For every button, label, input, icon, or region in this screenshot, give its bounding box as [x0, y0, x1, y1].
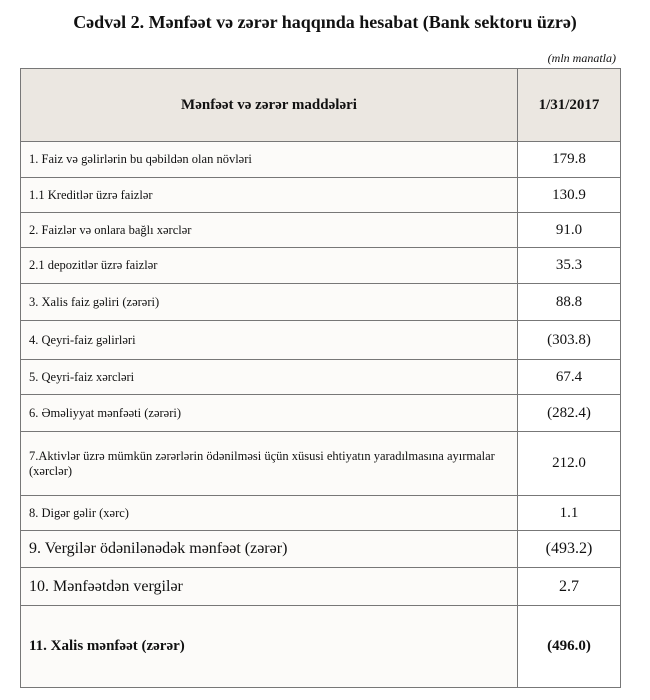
item-cell: 2. Faizlər və onlara bağlı xərclər: [20, 212, 518, 248]
item-cell: 11. Xalis mənfəət (zərər): [20, 605, 518, 688]
item-cell: 6. Əməliyyat mənfəəti (zərəri): [20, 394, 518, 432]
table-row: 7.Aktivlər üzrə mümkün zərərlərin ödənil…: [20, 431, 621, 496]
value-cell: 91.0: [517, 212, 621, 248]
value-cell: 2.7: [517, 567, 621, 606]
table-row: 9. Vergilər ödənilənədək mənfəət (zərər)…: [20, 530, 621, 568]
value-cell: 179.8: [517, 141, 621, 178]
report-table: Mənfəət və zərər maddələri 1/31/2017 1. …: [20, 68, 621, 688]
item-cell: 4. Qeyri-faiz gəlirləri: [20, 320, 518, 360]
table-row: 2.1 depozitlər üzrə faizlər 35.3: [20, 247, 621, 284]
item-cell: 5. Qeyri-faiz xərcləri: [20, 359, 518, 395]
value-cell: 130.9: [517, 177, 621, 213]
value-cell: 1.1: [517, 495, 621, 531]
value-cell: 88.8: [517, 283, 621, 321]
value-cell: (303.8): [517, 320, 621, 360]
unit-note: (mln manatla): [547, 51, 616, 65]
item-cell: 1. Faiz və gəlirlərin bu qəbildən olan n…: [20, 141, 518, 178]
table-row: 1.1 Kreditlər üzrə faizlər 130.9: [20, 177, 621, 213]
table-row: 10. Mənfəətdən vergilər 2.7: [20, 567, 621, 606]
table-row: 1. Faiz və gəlirlərin bu qəbildən olan n…: [20, 141, 621, 178]
value-cell: 212.0: [517, 431, 621, 496]
header-cell: 1/31/2017: [517, 68, 621, 142]
title: Cədvəl 2. Mənfəət və zərər haqqında hesa…: [73, 12, 577, 32]
table-row: 4. Qeyri-faiz gəlirləri (303.8): [20, 320, 621, 360]
header-cell: Mənfəət və zərər maddələri: [20, 68, 518, 142]
header-row: Mənfəət və zərər maddələri 1/31/2017: [20, 68, 621, 142]
table-row: 11. Xalis mənfəət (zərər) (496.0): [20, 605, 621, 688]
item-cell: 9. Vergilər ödənilənədək mənfəət (zərər): [20, 530, 518, 568]
item-cell: 1.1 Kreditlər üzrə faizlər: [20, 177, 518, 213]
item-cell: 2.1 depozitlər üzrə faizlər: [20, 247, 518, 284]
item-cell: 7.Aktivlər üzrə mümkün zərərlərin ödənil…: [20, 431, 518, 496]
item-cell: 3. Xalis faiz gəliri (zərəri): [20, 283, 518, 321]
value-cell: (493.2): [517, 530, 621, 568]
item-cell: 8. Digər gəlir (xərc): [20, 495, 518, 531]
item-cell: 10. Mənfəətdən vergilər: [20, 567, 518, 606]
value-cell: (282.4): [517, 394, 621, 432]
value-cell: (496.0): [517, 605, 621, 688]
value-cell: 67.4: [517, 359, 621, 395]
table-row: 3. Xalis faiz gəliri (zərəri) 88.8: [20, 283, 621, 321]
table-row: 6. Əməliyyat mənfəəti (zərəri) (282.4): [20, 394, 621, 432]
table-row: 2. Faizlər və onlara bağlı xərclər 91.0: [20, 212, 621, 248]
table-row: 5. Qeyri-faiz xərcləri 67.4: [20, 359, 621, 395]
table-row: 8. Digər gəlir (xərc) 1.1: [20, 495, 621, 531]
value-cell: 35.3: [517, 247, 621, 284]
